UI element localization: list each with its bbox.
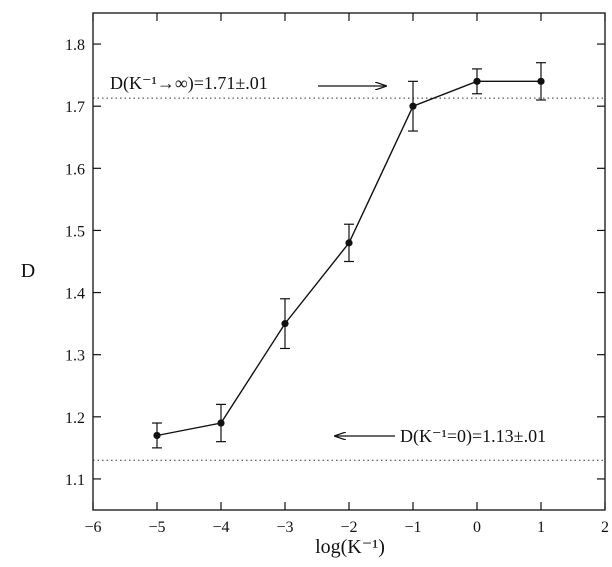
x-tick-label: −1	[404, 519, 421, 536]
y-tick-label: 1.4	[65, 286, 85, 303]
data-point	[473, 77, 481, 85]
x-tick-label: 0	[473, 519, 481, 536]
x-tick-label: −2	[340, 519, 357, 536]
x-tick-label: −5	[148, 519, 165, 536]
y-tick-label: 1.8	[65, 37, 85, 54]
x-axis-label: log(K⁻¹)	[315, 536, 385, 558]
data-point	[153, 431, 161, 440]
y-axis: 1.1 1.2 1.3 1.4 1.5 1.6 1.7 1.8	[65, 37, 605, 489]
x-tick-label: −4	[212, 519, 229, 536]
error-bars	[152, 62, 546, 449]
data-point	[345, 239, 353, 247]
y-tick-label: 1.7	[65, 99, 85, 116]
x-axis: −6 −5 −4 −3 −2 −1 0 1 2	[84, 13, 609, 536]
y-tick-label: 1.1	[65, 472, 85, 489]
y-tick-label: 1.6	[65, 161, 85, 178]
y-axis-label: D	[21, 260, 35, 282]
data-point	[217, 419, 225, 427]
x-tick-label: 2	[601, 519, 609, 536]
y-tick-label: 1.3	[65, 348, 85, 365]
x-tick-label: −6	[84, 519, 101, 536]
y-tick-label: 1.2	[65, 410, 85, 427]
y-tick-label: 1.5	[65, 223, 85, 240]
annotation-lower: D(K⁻¹=0)=1.13±.01	[400, 426, 546, 447]
data-point	[537, 77, 545, 85]
x-tick-label: −3	[276, 519, 293, 536]
x-tick-label: 1	[537, 519, 545, 536]
data-point	[409, 102, 417, 110]
reference-lines	[93, 97, 605, 461]
data-point	[281, 320, 289, 328]
data-points	[153, 77, 545, 440]
annotation-upper: D(K⁻¹→∞)=1.71±.01	[110, 73, 268, 94]
